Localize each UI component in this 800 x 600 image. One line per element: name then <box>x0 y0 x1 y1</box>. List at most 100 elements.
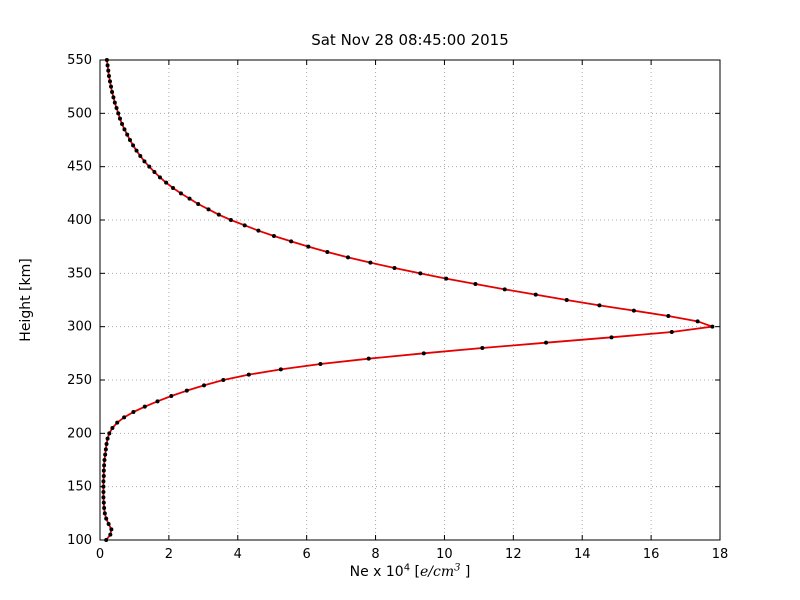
profile-line <box>102 59 714 541</box>
data-point-marker <box>101 500 106 505</box>
data-point-marker <box>169 394 174 398</box>
data-point-marker <box>196 202 201 206</box>
x-tick-label: 10 <box>436 547 453 562</box>
data-point-marker <box>109 84 114 89</box>
data-point-marker <box>533 292 538 297</box>
data-point-marker <box>256 228 261 233</box>
data-point-marker <box>187 196 192 201</box>
data-point-marker <box>202 383 207 388</box>
data-point-marker <box>102 458 107 462</box>
data-point-marker <box>107 79 112 84</box>
xlabel-unit-exponent: 3 <box>454 562 461 574</box>
xlabel-exponent: 4 <box>403 562 411 574</box>
chart-title: Sat Nov 28 08:45:00 2015 <box>311 31 509 49</box>
x-axis-label: Ne x 104 [e/cm3 ] <box>100 562 720 580</box>
data-point-marker <box>125 132 130 137</box>
data-point-marker <box>171 186 176 190</box>
data-point-marker <box>106 522 111 526</box>
xlabel-unit: e/cm <box>419 564 455 580</box>
data-point-marker <box>109 527 114 532</box>
data-point-marker <box>216 212 221 217</box>
y-tick-label: 200 <box>67 426 92 441</box>
data-point-marker <box>157 175 162 180</box>
x-tick-label: 0 <box>96 547 104 562</box>
data-point-marker <box>105 436 110 441</box>
y-tick-label: 300 <box>67 320 92 335</box>
data-point-marker <box>101 474 106 478</box>
data-point-marker <box>325 250 330 254</box>
data-point-marker <box>564 298 569 302</box>
data-point-marker <box>228 218 233 222</box>
x-tick-label: 4 <box>234 547 242 562</box>
y-tick-label: 450 <box>67 160 92 175</box>
x-tick-label: 16 <box>643 547 660 562</box>
data-point-marker <box>110 90 115 94</box>
data-point-marker <box>110 426 115 430</box>
data-point-marker <box>106 74 111 78</box>
data-point-marker <box>101 468 106 473</box>
data-point-marker <box>114 106 119 110</box>
data-point-marker <box>306 244 311 249</box>
data-point-marker <box>178 191 183 196</box>
x-tick-label: 18 <box>712 547 729 562</box>
data-point-marker <box>101 479 106 484</box>
data-point-marker <box>346 255 350 260</box>
data-point-marker <box>480 346 485 350</box>
data-point-marker <box>120 122 125 126</box>
data-point-marker <box>597 303 602 308</box>
x-tick-label: 2 <box>165 547 173 562</box>
data-point-marker <box>242 223 247 228</box>
data-point-marker <box>147 164 152 169</box>
data-point-marker <box>101 495 106 500</box>
data-point-marker <box>278 367 283 372</box>
y-tick-label: 400 <box>67 213 92 228</box>
data-point-marker <box>103 447 108 452</box>
data-point-marker <box>107 431 112 436</box>
data-point-marker <box>710 324 715 329</box>
data-point-marker <box>184 388 189 393</box>
data-point-marker <box>102 511 107 516</box>
data-point-marker <box>418 271 423 276</box>
data-point-marker <box>544 340 549 345</box>
data-point-marker <box>631 308 636 313</box>
y-tick-label: 100 <box>67 533 92 548</box>
data-point-marker <box>115 420 120 425</box>
data-point-marker <box>138 154 143 158</box>
data-point-marker <box>117 116 122 121</box>
data-point-marker <box>106 68 111 73</box>
x-tick-label: 8 <box>371 547 379 562</box>
data-point-marker <box>392 266 397 270</box>
x-tick-label: 14 <box>574 547 591 562</box>
data-point-marker <box>127 138 132 142</box>
data-point-marker <box>102 463 107 468</box>
data-point-marker <box>666 314 671 318</box>
data-point-marker <box>246 372 251 377</box>
y-tick-label: 500 <box>67 106 92 121</box>
x-tick-label: 12 <box>505 547 522 562</box>
data-point-marker <box>102 506 107 510</box>
data-point-marker <box>609 335 614 340</box>
data-point-marker <box>155 399 160 404</box>
data-point-marker <box>669 330 674 334</box>
data-point-marker <box>152 170 157 174</box>
data-point-marker <box>366 356 371 361</box>
data-point-marker <box>318 362 323 366</box>
data-point-marker <box>421 351 426 356</box>
data-point-marker <box>101 490 106 494</box>
data-point-marker <box>164 180 169 185</box>
data-point-marker <box>502 287 507 292</box>
data-point-marker <box>111 95 116 100</box>
data-point-marker <box>221 378 226 382</box>
data-point-marker <box>695 319 700 324</box>
data-point-marker <box>104 516 109 521</box>
y-tick-label: 550 <box>67 53 92 68</box>
data-point-marker <box>108 532 113 537</box>
data-point-marker <box>142 159 147 164</box>
x-tick-label: 6 <box>303 547 311 562</box>
data-point-marker <box>104 442 109 446</box>
data-point-marker <box>142 404 147 409</box>
data-point-marker <box>289 239 294 244</box>
data-point-marker <box>444 276 449 281</box>
